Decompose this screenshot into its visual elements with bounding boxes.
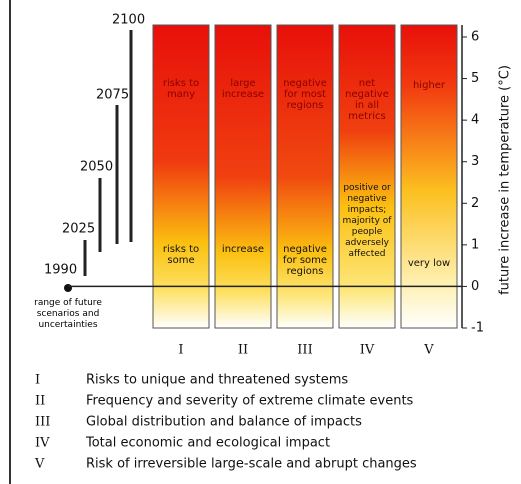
lower-label: positive or negative impacts; majority o…: [342, 183, 392, 259]
year-label: 2100: [112, 13, 145, 28]
column-numeral: III: [297, 343, 312, 358]
legend-numeral: III: [35, 415, 50, 430]
upper-label: large increase: [221, 78, 265, 100]
legend-text: Global distribution and balance of impac…: [86, 415, 362, 430]
upper-label: net negative in all metrics: [345, 78, 389, 122]
lower-label: risks to some: [162, 244, 200, 266]
tick-label: 0: [471, 279, 479, 294]
column-numeral: I: [178, 343, 183, 358]
tick-label: 3: [471, 154, 479, 169]
year-label: 2025: [62, 222, 95, 237]
column-numeral: V: [423, 343, 434, 358]
lower-label: increase: [221, 244, 265, 255]
legend-numeral: IV: [35, 436, 50, 451]
upper-label: negative for most regions: [283, 78, 327, 111]
origin-point: [64, 284, 72, 292]
ember-column: [152, 24, 210, 329]
legend-text: Frequency and severity of extreme climat…: [86, 394, 414, 409]
legend-text: Risks to unique and threatened systems: [86, 373, 348, 388]
legend-numeral: II: [35, 394, 45, 409]
axis-title: future increase in temperature (°C): [498, 65, 513, 295]
legend-numeral: V: [34, 457, 45, 472]
year-label: 1990: [44, 263, 77, 278]
tick-label: -1: [471, 321, 484, 336]
tick-label: 5: [471, 71, 479, 86]
ember-column: [276, 24, 334, 329]
range-note: range of future scenarios and uncertaint…: [34, 298, 102, 330]
tick-label: 6: [471, 30, 479, 45]
tick-label: 4: [471, 113, 479, 128]
year-bars: [83, 30, 133, 276]
column-numeral: IV: [360, 343, 375, 358]
ember-column: [214, 24, 272, 329]
column-numeral: II: [238, 343, 248, 358]
upper-label: risks to many: [162, 78, 200, 100]
legend-text: Risk of irreversible large-scale and abr…: [86, 457, 417, 472]
legend-numeral: I: [35, 373, 40, 388]
year-label: 2075: [96, 88, 129, 103]
tick-label: 2: [471, 196, 479, 211]
legend-text: Total economic and ecological impact: [85, 436, 330, 451]
lower-label: very low: [407, 258, 451, 269]
lower-label: negative for some regions: [282, 244, 328, 277]
ember-column: [400, 24, 458, 329]
upper-label: higher: [412, 80, 446, 91]
ember-column: [338, 24, 396, 329]
year-label: 2050: [80, 160, 113, 175]
tick-label: 1: [471, 237, 479, 252]
